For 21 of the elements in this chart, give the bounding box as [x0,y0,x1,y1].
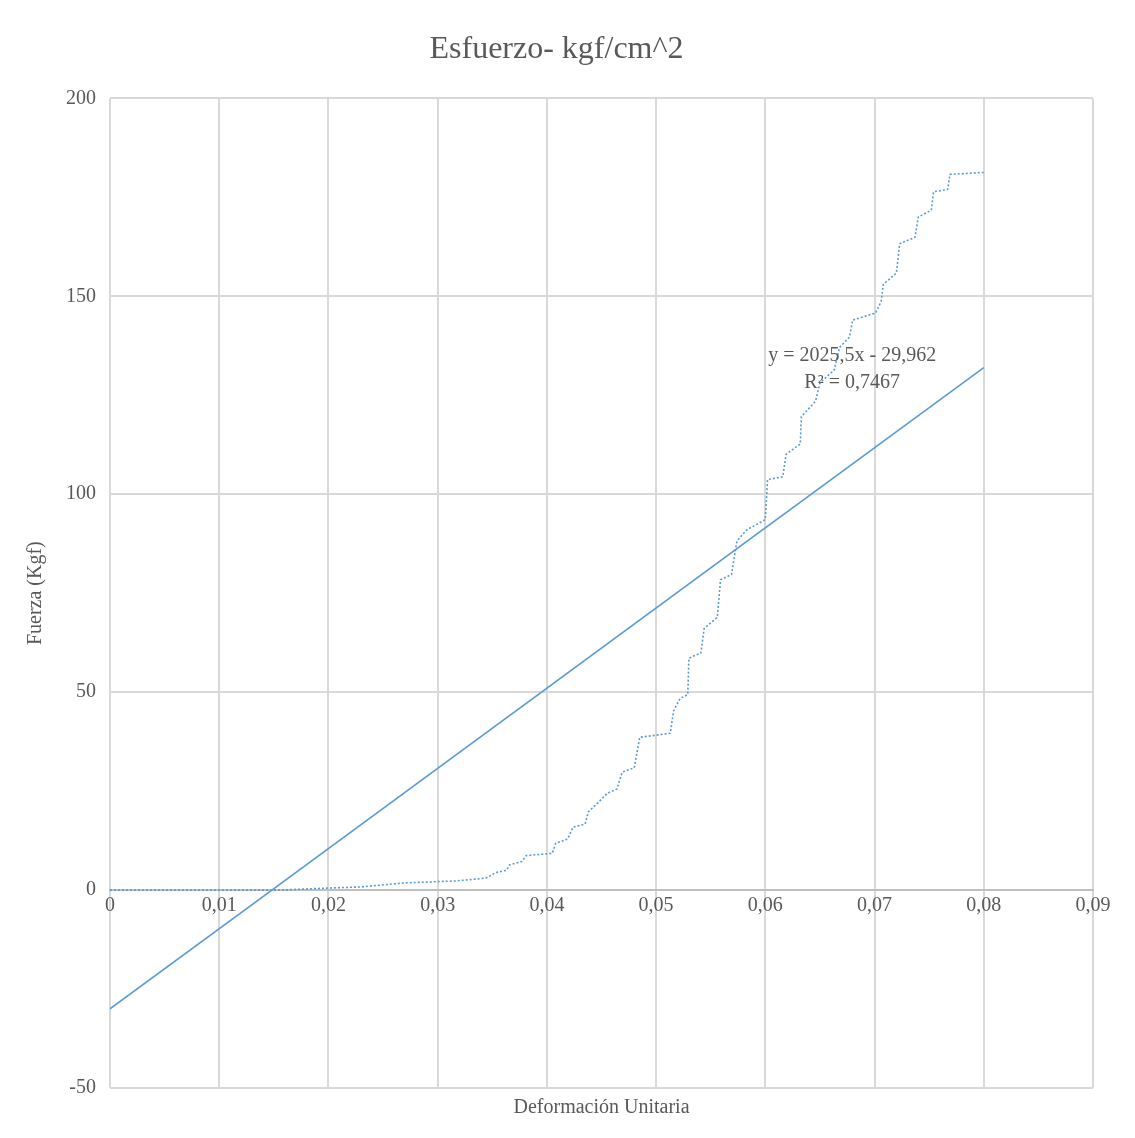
y-axis-title: Fuerza (Kgf) [23,541,47,646]
y-tick-label: 100 [66,481,96,504]
x-tick-label: 0,03 [420,893,456,916]
y-tick-label: 150 [66,283,96,306]
y-tick-label: 50 [76,679,96,702]
annotation: R² = 0,7467 [804,369,900,392]
x-tick-label: 0,02 [310,893,346,916]
y-tick-label: 200 [66,85,96,108]
chart-title: Esfuerzo- kgf/cm^2 [429,28,684,65]
x-tick-label: 0,05 [638,893,674,916]
x-tick-label: 0 [105,893,115,916]
x-tick-label: 0,07 [857,893,893,916]
x-tick-label: 0,04 [529,893,565,916]
x-axis-title: Deformación Unitaria [513,1095,690,1118]
x-tick-label: 0,09 [1075,893,1111,916]
x-tick-label: 0,08 [966,893,1002,916]
x-tick-label: 0,01 [201,893,237,916]
y-tick-label: -50 [69,1075,96,1098]
y-tick-label: 0 [86,877,96,900]
annotation: y = 2025,5x - 29,962 [768,342,937,366]
x-tick-label: 0,06 [747,893,783,916]
